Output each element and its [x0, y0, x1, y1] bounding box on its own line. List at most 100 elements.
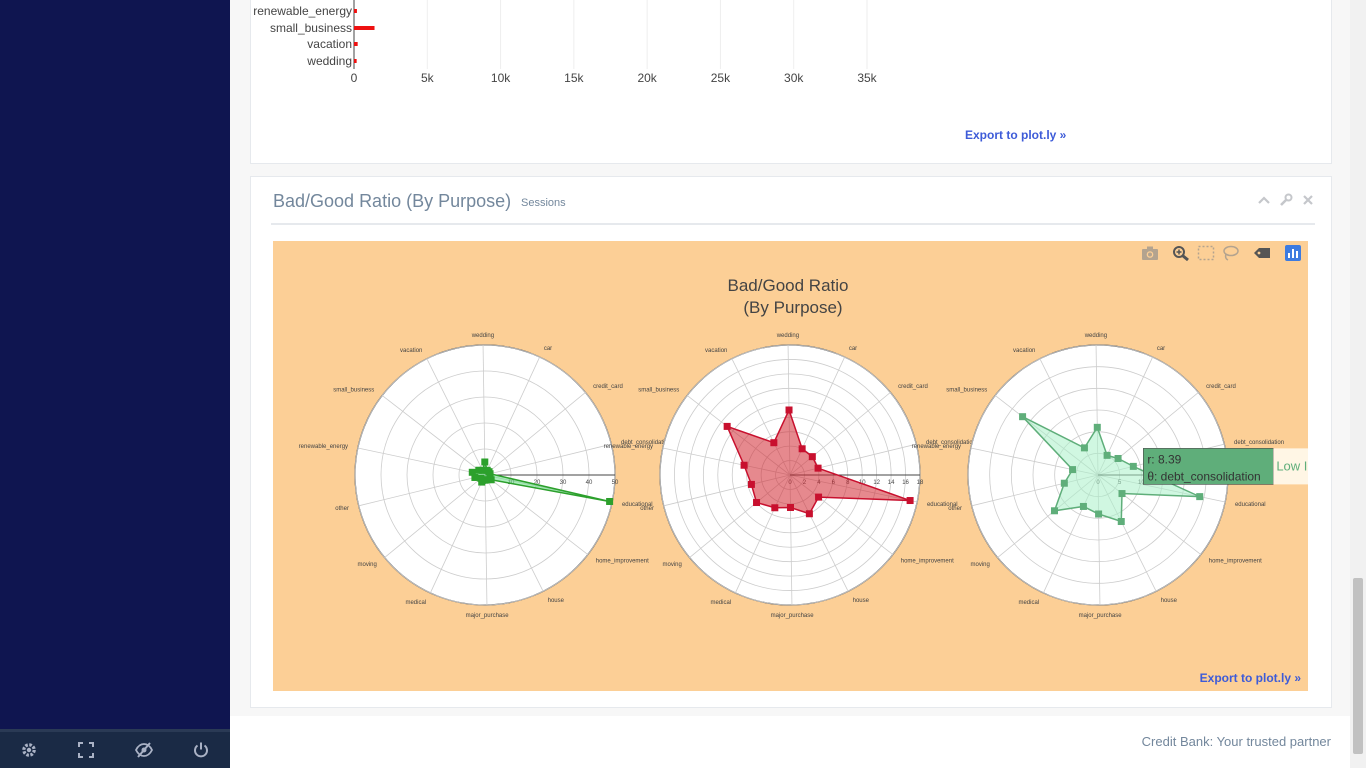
panel-toolbox: [1257, 193, 1315, 207]
y-tick-label: renewable_energy: [253, 4, 352, 18]
data-point[interactable]: [486, 470, 494, 478]
data-point[interactable]: [1196, 493, 1204, 501]
data-point[interactable]: [487, 476, 495, 484]
angular-tick-label: credit_card: [1206, 384, 1236, 390]
zoom-icon[interactable]: [1172, 245, 1190, 266]
angular-tick-label: vacation: [1013, 348, 1035, 354]
data-point[interactable]: [478, 478, 486, 486]
data-point[interactable]: [1118, 490, 1126, 498]
angular-gridline: [482, 345, 486, 476]
angular-tick-label: credit_card: [593, 384, 623, 390]
data-point[interactable]: [1019, 413, 1027, 421]
plot-title-line1: Bad/Good Ratio: [728, 276, 849, 295]
hover-series-name: Low Income: [1276, 458, 1308, 473]
angular-tick-label: major_purchase: [771, 613, 815, 619]
wrench-icon[interactable]: [1279, 193, 1293, 207]
data-point[interactable]: [1095, 510, 1103, 518]
angular-gridline: [484, 392, 586, 476]
chevron-up-icon[interactable]: [1257, 193, 1271, 207]
bar[interactable]: [354, 26, 375, 30]
plotly-logo-icon[interactable]: [1285, 245, 1301, 266]
x-tick-label: 20k: [637, 71, 657, 85]
data-point[interactable]: [906, 497, 914, 505]
data-point[interactable]: [753, 499, 761, 507]
data-point[interactable]: [1103, 451, 1111, 459]
angular-tick-label: small_business: [638, 387, 679, 393]
data-point[interactable]: [1117, 518, 1125, 526]
export-plotly-link-top[interactable]: Export to plot.ly »: [965, 128, 1067, 142]
data-point[interactable]: [1050, 507, 1058, 515]
angular-tick-label: other: [948, 506, 962, 512]
data-point[interactable]: [815, 493, 823, 501]
data-point[interactable]: [1060, 479, 1068, 487]
data-point[interactable]: [786, 503, 794, 511]
data-point[interactable]: [747, 480, 755, 488]
bar[interactable]: [354, 9, 357, 13]
angular-tick-label: renewable_energy: [604, 444, 653, 450]
data-point[interactable]: [606, 497, 614, 505]
angular-tick-label: home_improvement: [596, 559, 649, 565]
angular-tick-label: medical: [710, 600, 731, 606]
data-point[interactable]: [479, 466, 487, 474]
scrollbar[interactable]: [1350, 0, 1366, 768]
angular-tick-label: other: [640, 506, 654, 512]
data-point[interactable]: [723, 422, 731, 430]
data-point[interactable]: [1129, 462, 1137, 470]
angular-tick-label: moving: [663, 562, 682, 568]
angular-tick-label: car: [544, 346, 552, 352]
data-point[interactable]: [814, 464, 822, 472]
angular-tick-label: wedding: [471, 333, 494, 339]
angular-tick-label: other: [335, 506, 349, 512]
lasso-icon[interactable]: [1221, 245, 1239, 266]
angular-tick-label: small_business: [946, 387, 987, 393]
angular-tick-label: wedding: [776, 333, 799, 339]
radial-tick-label: 20: [534, 480, 541, 486]
data-point[interactable]: [1079, 502, 1087, 510]
y-tick-label: vacation: [307, 37, 352, 51]
close-icon[interactable]: [1301, 193, 1315, 207]
purpose-count-bar-chart: 0 5k 10k 15k 20k 25k 30k 35k renewable_energysma…: [253, 0, 878, 85]
gear-icon: [21, 743, 36, 757]
x-tick-label: 10k: [491, 71, 511, 85]
sidebar-footer: [0, 729, 230, 768]
angular-tick-label: small_business: [333, 387, 374, 393]
data-point[interactable]: [798, 445, 806, 453]
logout-button[interactable]: [173, 732, 231, 768]
data-point[interactable]: [805, 510, 813, 518]
camera-icon[interactable]: [1141, 245, 1159, 266]
radial-tick-label: 18: [917, 480, 924, 486]
bar[interactable]: [354, 59, 357, 63]
export-plotly-link-bottom[interactable]: Export to plot.ly »: [1199, 671, 1301, 685]
data-point[interactable]: [1093, 423, 1101, 431]
data-point[interactable]: [785, 406, 793, 414]
data-point[interactable]: [808, 453, 816, 461]
data-point[interactable]: [477, 474, 485, 482]
data-point[interactable]: [471, 473, 479, 481]
data-point[interactable]: [770, 439, 778, 447]
angular-tick-label: moving: [358, 562, 377, 568]
fullscreen-button[interactable]: [58, 732, 116, 768]
data-point[interactable]: [1080, 444, 1088, 452]
angular-tick-label: educational: [927, 502, 958, 508]
data-point[interactable]: [1114, 454, 1122, 462]
data-point[interactable]: [771, 504, 779, 512]
angular-gridline: [484, 356, 541, 476]
data-point[interactable]: [1069, 466, 1077, 474]
settings-button[interactable]: [0, 732, 58, 768]
box-select-icon[interactable]: [1197, 245, 1215, 266]
hover-theta-label: θ: debt_consolidation: [1147, 469, 1260, 483]
data-point[interactable]: [468, 468, 476, 476]
bad-good-ratio-panel: Bad/Good Ratio (By Purpose) Sessions: [250, 176, 1332, 708]
lock-button[interactable]: [115, 732, 173, 768]
power-icon: [194, 742, 209, 758]
angular-tick-label: major_purchase: [466, 613, 510, 619]
data-point[interactable]: [481, 458, 489, 466]
angular-tick-label: major_purchase: [1079, 613, 1123, 619]
bar[interactable]: [354, 42, 358, 46]
angular-gridline: [358, 474, 486, 507]
scrollbar-thumb[interactable]: [1353, 578, 1363, 754]
tag-icon[interactable]: [1253, 245, 1271, 266]
angular-tick-label: educational: [1235, 502, 1266, 508]
data-point[interactable]: [475, 466, 483, 474]
data-point[interactable]: [740, 461, 748, 469]
